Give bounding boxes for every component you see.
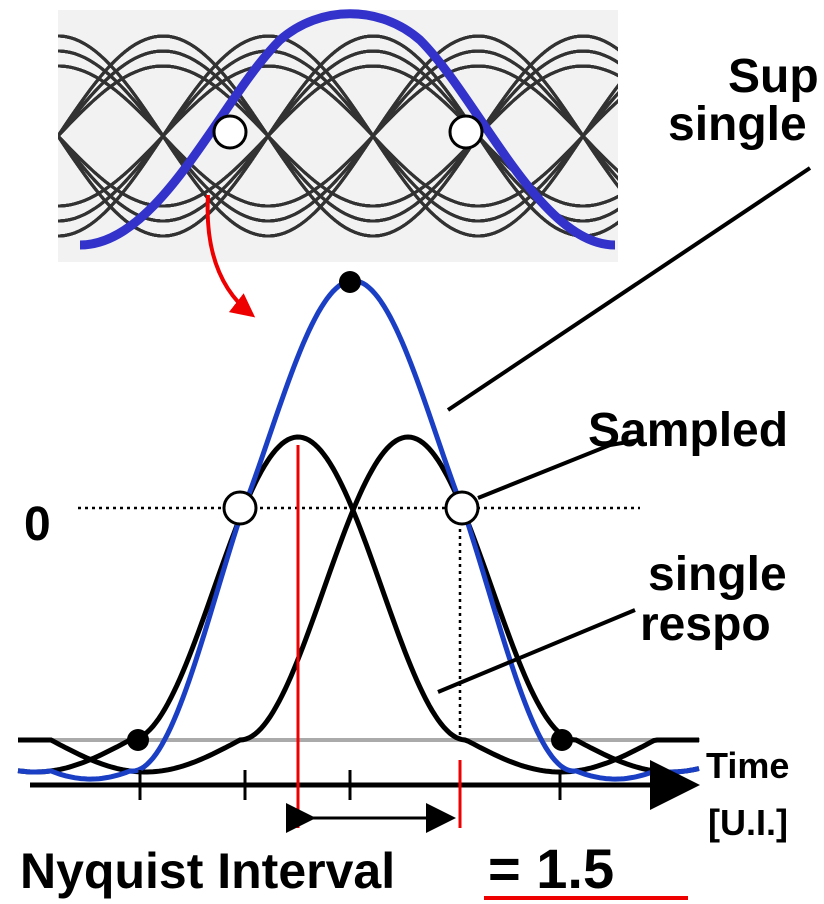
zero-dot bbox=[551, 729, 573, 751]
single-response bbox=[18, 437, 699, 772]
pointer bbox=[438, 610, 635, 692]
label: single bbox=[668, 98, 807, 151]
sample-point bbox=[224, 492, 256, 524]
eye-sample bbox=[450, 116, 482, 148]
single-response bbox=[18, 437, 699, 772]
pulses bbox=[18, 281, 699, 779]
diagram: Sup single Sampled 0 single respo Time [… bbox=[0, 0, 824, 904]
eye-sample bbox=[214, 116, 246, 148]
label: respo bbox=[640, 598, 771, 651]
label: 0 bbox=[24, 498, 51, 551]
label: Nyquist Interval bbox=[20, 843, 395, 899]
label: single bbox=[648, 548, 787, 601]
label: Time bbox=[706, 745, 789, 786]
sample-point bbox=[446, 492, 478, 524]
zero-dot bbox=[127, 729, 149, 751]
label: Sampled bbox=[588, 404, 788, 457]
label: [U.I.] bbox=[708, 802, 788, 843]
label: = 1.5 bbox=[488, 837, 614, 900]
label: Sup bbox=[728, 50, 819, 103]
peak-dot bbox=[339, 271, 361, 293]
